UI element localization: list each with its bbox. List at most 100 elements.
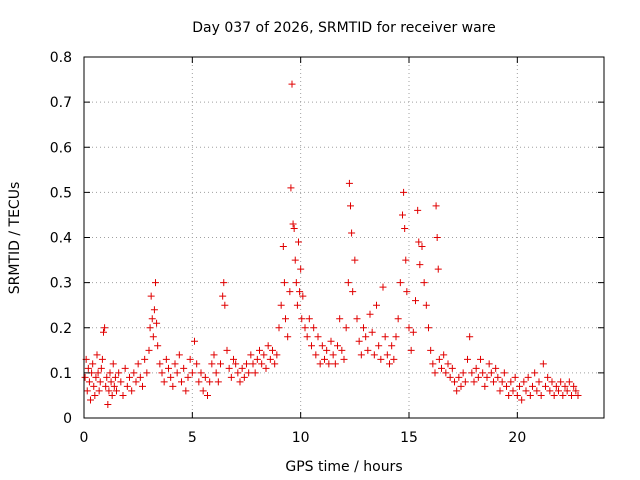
y-tick-label: 0.4 [50, 231, 72, 247]
data-point [184, 373, 192, 381]
data-point [256, 346, 263, 354]
data-point [298, 315, 306, 323]
data-point [134, 360, 142, 368]
data-point [83, 387, 91, 395]
data-point [201, 373, 209, 381]
data-point [105, 387, 113, 395]
data-point [150, 306, 158, 314]
data-point [89, 360, 97, 368]
data-point [392, 333, 400, 341]
data-point [92, 373, 100, 381]
data-point [123, 382, 131, 390]
data-point [130, 369, 138, 377]
data-point [149, 333, 157, 341]
data-point [160, 378, 168, 386]
data-point [323, 346, 331, 354]
data-point [379, 283, 387, 291]
data-point [217, 360, 224, 368]
data-point [557, 378, 565, 386]
data-point [193, 360, 201, 368]
data-point [561, 382, 569, 390]
data-point [299, 292, 307, 300]
data-point [394, 315, 402, 323]
data-point [432, 202, 440, 210]
data-point [212, 369, 220, 377]
data-point [325, 360, 333, 368]
axis-ticks: 0 0.1 0.2 0.3 0.4 0.5 0.6 0.7 0.8 0 5 10 15 20 [50, 50, 604, 446]
data-point [520, 378, 528, 386]
data-point [169, 382, 177, 390]
data-point [128, 387, 136, 395]
data-point [247, 351, 255, 359]
data-point [448, 364, 456, 372]
data-point [223, 346, 231, 354]
data-point [152, 279, 159, 287]
x-axis-label: GPS time / hours [285, 459, 402, 475]
data-point [100, 328, 107, 336]
data-point [104, 400, 112, 408]
data-point [466, 333, 474, 341]
data-point [312, 351, 320, 359]
data-point [344, 279, 352, 287]
data-point [509, 387, 517, 395]
data-point [353, 315, 361, 323]
data-point [286, 288, 294, 296]
data-point [310, 324, 318, 332]
data-point [396, 279, 404, 287]
data-point [516, 382, 523, 390]
data-point [103, 373, 111, 381]
data-point [289, 220, 297, 228]
data-point [119, 391, 127, 399]
data-point [331, 360, 339, 368]
data-point [195, 378, 203, 386]
data-point [249, 360, 257, 368]
data-point [550, 391, 558, 399]
data-point [178, 378, 185, 386]
data-point [490, 378, 497, 386]
data-point [368, 328, 376, 336]
data-point [357, 351, 365, 359]
data-point [230, 355, 237, 363]
data-point [106, 369, 114, 377]
data-point [400, 188, 408, 196]
data-point [539, 360, 547, 368]
data-point [264, 342, 272, 350]
data-point [472, 364, 480, 372]
data-point [227, 373, 235, 381]
data-point [351, 256, 359, 264]
data-point [98, 355, 106, 363]
data-point [271, 360, 279, 368]
data-point [206, 378, 214, 386]
data-point [148, 315, 156, 323]
data-point [518, 396, 526, 404]
data-point [403, 288, 411, 296]
data-point [572, 387, 580, 395]
data-points [81, 80, 582, 408]
data-point [301, 324, 309, 332]
data-point [291, 256, 299, 264]
data-point [513, 391, 521, 399]
data-point [321, 355, 328, 363]
data-point [485, 360, 493, 368]
data-point [191, 337, 198, 345]
data-point [416, 261, 424, 269]
y-axis-label: SRMTID / TECUs [7, 182, 23, 295]
data-point [568, 391, 575, 399]
data-point [459, 369, 467, 377]
data-point [94, 369, 102, 377]
data-point [288, 80, 296, 88]
data-point [470, 378, 478, 386]
data-point [468, 369, 476, 377]
y-tick-label: 0.1 [50, 366, 72, 382]
data-point [232, 360, 240, 368]
data-point [347, 202, 354, 210]
data-point [107, 378, 115, 386]
data-point [153, 319, 161, 327]
data-point [253, 355, 261, 363]
data-point [221, 301, 229, 309]
data-point [546, 387, 554, 395]
data-point [433, 234, 441, 241]
data-point [208, 360, 216, 368]
data-point [141, 355, 149, 363]
